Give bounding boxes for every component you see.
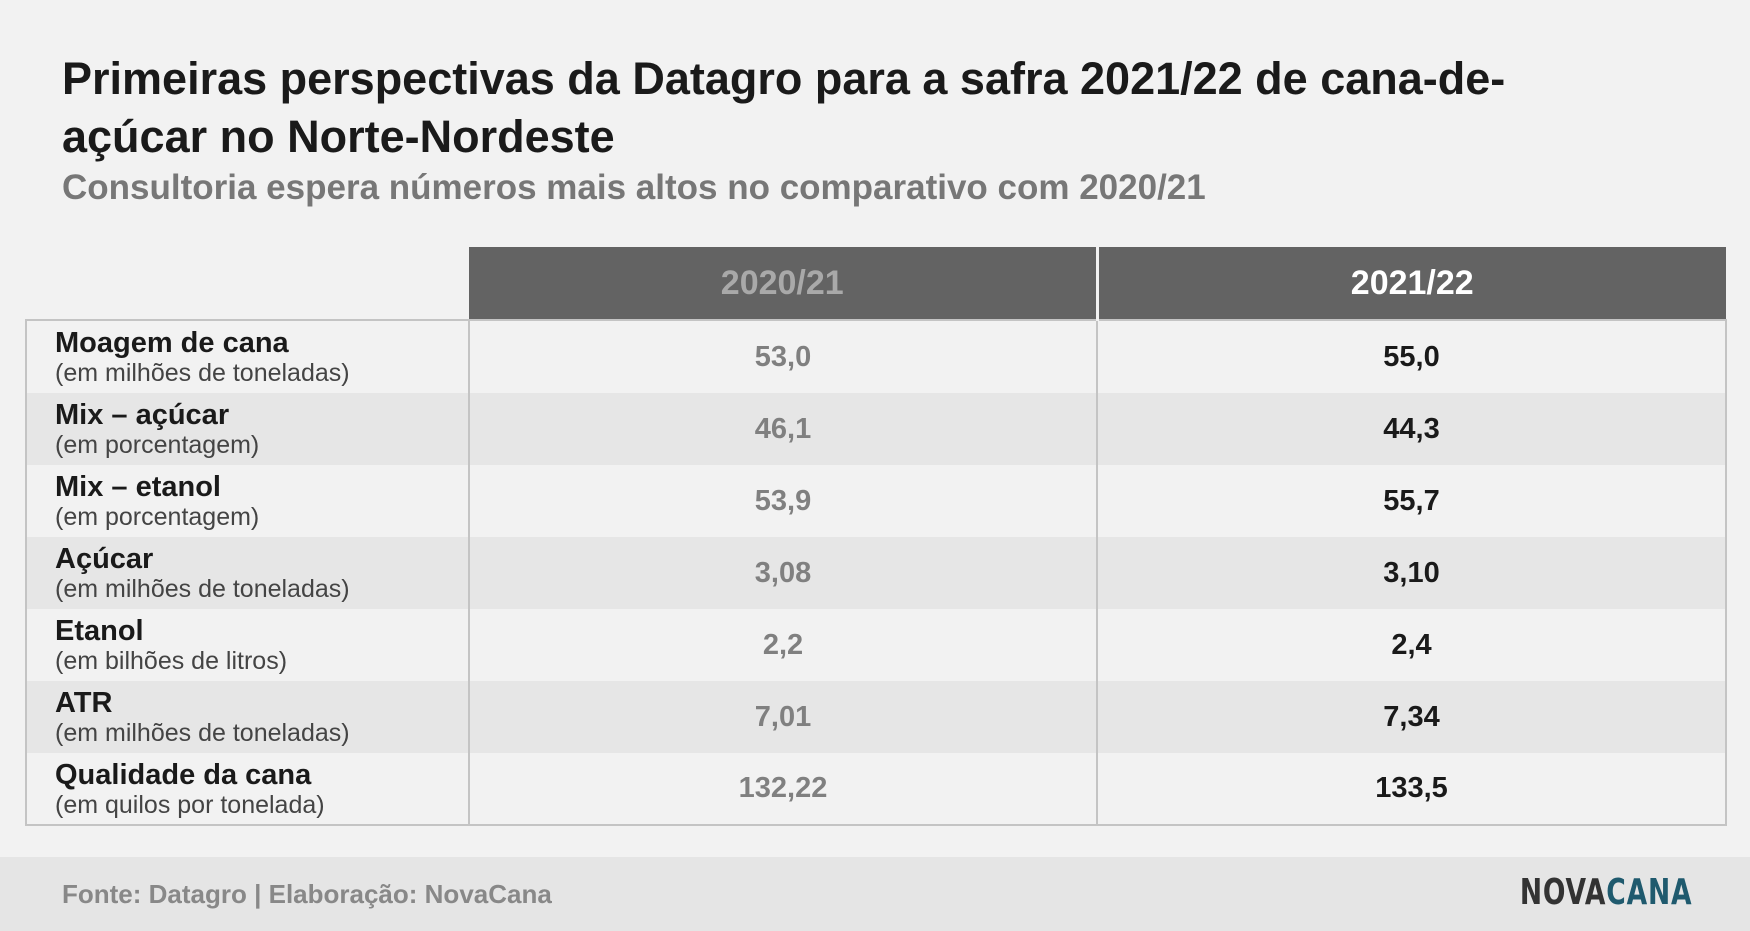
row-label: Mix – etanol (55, 471, 221, 503)
value-2021-22: 55,7 (1097, 465, 1727, 537)
column-header-2021-22: 2021/22 (1097, 247, 1726, 320)
row-unit: (em bilhões de litros) (55, 647, 288, 675)
chart-title: Primeiras perspectivas da Datagro para a… (62, 53, 1506, 162)
data-table: 2020/21 2021/22 Moagem de cana (em milhõe… (25, 247, 1727, 826)
value-2021-22: 2,4 (1097, 609, 1727, 681)
row-label: Açúcar (55, 543, 154, 575)
column-header-2020-21: 2020/21 (469, 247, 1099, 320)
table-row: ATR (em milhões de toneladas) 7,01 7,34 (25, 681, 1727, 753)
row-label: Mix – açúcar (55, 399, 230, 431)
value-2021-22: 55,0 (1097, 319, 1727, 393)
row-unit: (em milhões de toneladas) (55, 575, 350, 603)
table-row: Qualidade da cana (em quilos por tonelada… (25, 753, 1727, 826)
value-2021-22: 3,10 (1097, 537, 1727, 609)
value-2021-22: 7,34 (1097, 681, 1727, 753)
value-2020-21: 132,22 (469, 753, 1098, 826)
source-note: Fonte: Datagro | Elaboração: NovaCana (62, 879, 552, 909)
table-row: Moagem de cana (em milhões de toneladas) 5… (25, 319, 1727, 393)
novacana-logo: NOVACANA (1519, 872, 1692, 913)
value-2021-22: 133,5 (1097, 753, 1727, 826)
table-row: Açúcar (em milhões de toneladas) 3,08 3,10 (25, 537, 1727, 609)
row-label: ATR (55, 687, 113, 719)
value-2020-21: 7,01 (469, 681, 1098, 753)
row-label-cell: Açúcar (em milhões de toneladas) (25, 537, 470, 609)
row-label-cell: ATR (em milhões de toneladas) (25, 681, 470, 753)
row-label: Etanol (55, 615, 144, 647)
row-unit: (em porcentagem) (55, 503, 260, 531)
table-header-row: 2020/21 2021/22 (26, 247, 1726, 320)
row-label-cell: Mix – açúcar (em porcentagem) (25, 393, 470, 465)
row-unit: (em milhões de toneladas) (55, 719, 350, 747)
footer-bar: Fonte: Datagro | Elaboração: NovaCana NO… (0, 857, 1750, 931)
comparison-table: 2020/21 2021/22 Moagem de cana (em milhõe… (25, 247, 1727, 826)
row-unit: (em milhões de toneladas) (55, 359, 350, 387)
row-label-cell: Mix – etanol (em porcentagem) (25, 465, 470, 537)
logo-part-nova: NOVA (1519, 872, 1606, 913)
row-unit: (em quilos por tonelada) (55, 790, 325, 819)
chart-subtitle: Consultoria espera números mais altos no… (62, 168, 1206, 207)
header-empty-cell (26, 247, 469, 320)
value-2020-21: 53,0 (469, 319, 1098, 393)
table-row: Etanol (em bilhões de litros) 2,2 2,4 (25, 609, 1727, 681)
value-2020-21: 53,9 (469, 465, 1098, 537)
value-2020-21: 3,08 (469, 537, 1098, 609)
value-2021-22: 44,3 (1097, 393, 1727, 465)
row-unit: (em porcentagem) (55, 431, 260, 459)
value-2020-21: 2,2 (469, 609, 1098, 681)
logo-part-cana: CANA (1605, 872, 1692, 913)
row-label-cell: Qualidade da cana (em quilos por tonelada… (25, 753, 470, 826)
row-label: Qualidade da cana (55, 758, 312, 791)
table-row: Mix – etanol (em porcentagem) 53,9 55,7 (25, 465, 1727, 537)
table-body: Moagem de cana (em milhões de toneladas) 5… (25, 319, 1727, 826)
table-row: Mix – açúcar (em porcentagem) 46,1 44,3 (25, 393, 1727, 465)
row-label-cell: Etanol (em bilhões de litros) (25, 609, 470, 681)
row-label-cell: Moagem de cana (em milhões de toneladas) (25, 319, 470, 393)
row-label: Moagem de cana (55, 327, 289, 359)
value-2020-21: 46,1 (469, 393, 1098, 465)
